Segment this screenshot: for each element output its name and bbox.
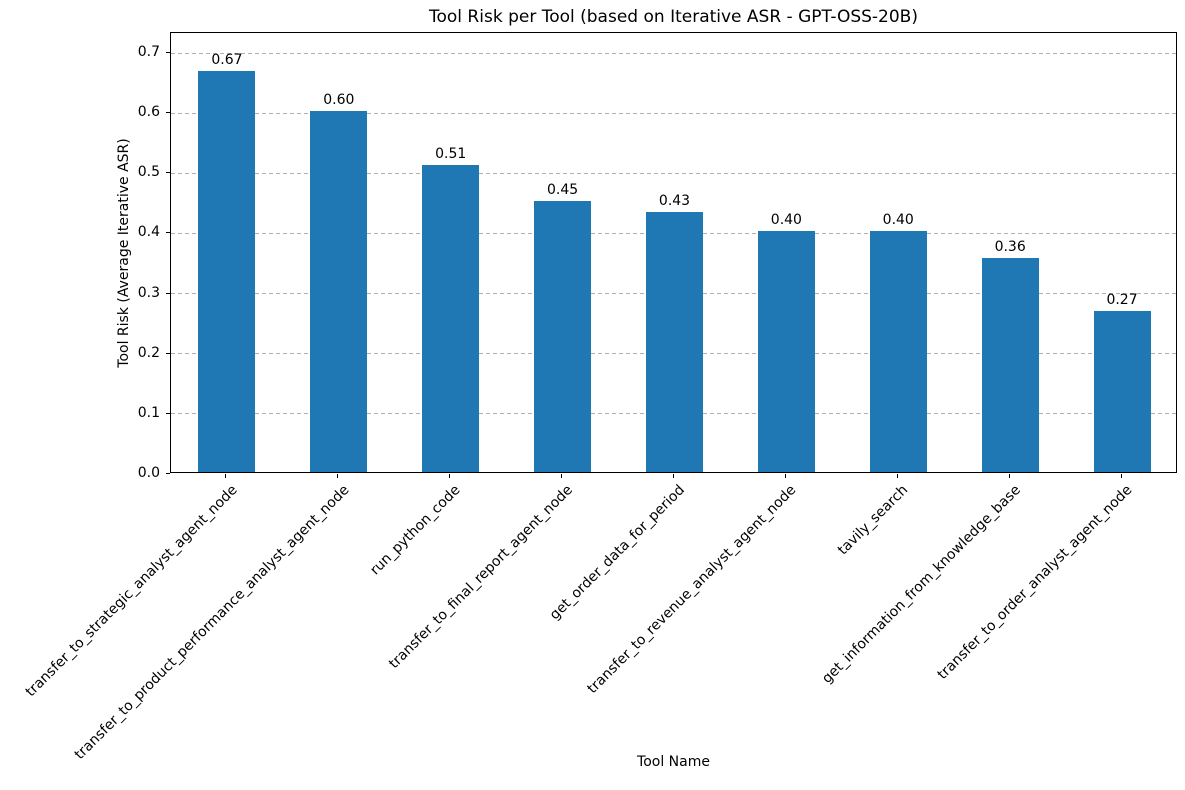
bar-value-label: 0.60 (323, 92, 355, 109)
y-tick-mark (166, 352, 170, 354)
bar-value-label: 0.67 (211, 51, 243, 68)
bar (310, 111, 368, 472)
y-tick-label: 0.2 (137, 344, 160, 361)
x-tick-label: run_python_code (367, 482, 465, 579)
bar (646, 211, 703, 472)
y-tick-label: 0.4 (137, 224, 160, 241)
y-tick-mark (166, 232, 170, 234)
y-gridline (171, 52, 1176, 54)
y-tick-mark (166, 112, 170, 114)
bar-value-label: 0.40 (882, 212, 914, 229)
y-tick-label: 0.1 (137, 404, 160, 421)
bar (534, 201, 592, 472)
y-axis-label: Tool Risk (Average Iterative ASR) (116, 138, 132, 368)
x-tick-mark (673, 474, 674, 478)
bar (869, 231, 927, 472)
x-tick-label: get_information_from_knowledge_base (818, 482, 1024, 687)
bar-value-label: 0.27 (1106, 292, 1138, 309)
bar-value-label: 0.36 (994, 238, 1026, 255)
x-tick-mark (1120, 474, 1122, 478)
x-tick-label: tavily_search (835, 482, 912, 559)
x-tick-mark (896, 474, 898, 478)
x-tick-mark (337, 474, 339, 478)
y-tick-mark (166, 52, 170, 54)
x-axis-label: Tool Name (637, 754, 710, 770)
y-tick-mark (166, 473, 170, 474)
bar (1093, 311, 1151, 472)
y-tick-label: 0.5 (137, 164, 160, 181)
x-tick-label: transfer_to_final_report_agent_node (385, 482, 576, 672)
bar (981, 257, 1039, 472)
y-tick-label: 0.7 (137, 44, 160, 61)
x-tick-label: transfer_to_product_performance_analyst_… (71, 482, 353, 763)
y-tick-mark (166, 292, 170, 294)
y-tick-mark (166, 412, 170, 414)
bar-value-label: 0.43 (658, 192, 691, 209)
bar-value-label: 0.51 (435, 145, 467, 162)
y-tick-mark (166, 172, 170, 174)
x-tick-mark (225, 474, 227, 478)
y-tick-label: 0.3 (137, 284, 160, 301)
y-tick-label: 0.6 (137, 104, 160, 121)
x-tick-mark (449, 474, 451, 478)
bar (198, 70, 256, 472)
x-tick-label: transfer_to_strategic_analyst_agent_node (22, 482, 241, 701)
bar-value-label: 0.40 (770, 212, 802, 229)
chart-title: Tool Risk per Tool (based on Iterative A… (429, 7, 918, 27)
x-tick-mark (784, 474, 786, 478)
x-tick-label: transfer_to_revenue_analyst_agent_node (584, 482, 800, 697)
y-gridline (171, 112, 1176, 114)
bar (757, 231, 815, 472)
bar (422, 164, 480, 472)
plot-area: 0.67 0.60 0.51 0.45 0.43 0.40 0.40 0.36 0.27 (170, 32, 1177, 473)
y-tick-label: 0.0 (137, 465, 160, 481)
bar-value-label: 0.45 (547, 182, 579, 199)
x-tick-mark (1008, 474, 1010, 478)
y-gridline (171, 172, 1176, 174)
x-tick-mark (561, 474, 563, 478)
x-tick-label: transfer_to_order_analyst_agent_node (934, 482, 1136, 683)
